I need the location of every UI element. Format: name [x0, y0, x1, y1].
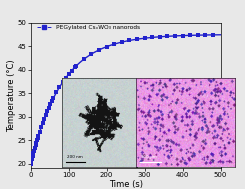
Legend: PEGylated CsₓWO₃ nanorods: PEGylated CsₓWO₃ nanorods: [36, 23, 142, 31]
Text: 200 nm: 200 nm: [67, 155, 83, 159]
Y-axis label: Temperature (°C): Temperature (°C): [7, 59, 16, 132]
X-axis label: Time (s): Time (s): [109, 180, 143, 189]
Text: 100 μm: 100 μm: [141, 155, 157, 159]
